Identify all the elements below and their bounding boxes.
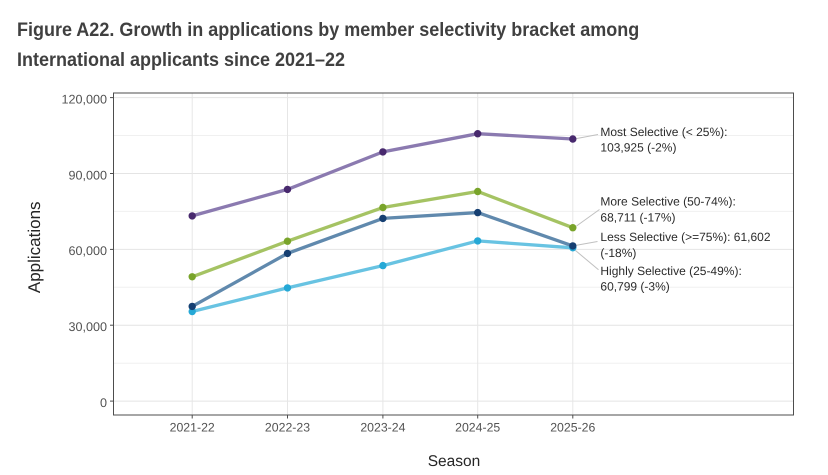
svg-text:Season: Season — [428, 453, 481, 470]
svg-text:(-18%): (-18%) — [600, 246, 636, 260]
svg-text:Highly Selective (25-49%):: Highly Selective (25-49%): — [600, 264, 741, 278]
svg-text:103,925 (-2%): 103,925 (-2%) — [600, 141, 676, 155]
svg-text:2025-26: 2025-26 — [550, 421, 595, 435]
svg-text:0: 0 — [100, 396, 107, 410]
svg-text:Most Selective (< 25%):: Most Selective (< 25%): — [600, 125, 727, 139]
svg-text:Applications: Applications — [25, 201, 44, 293]
svg-text:2024-25: 2024-25 — [455, 421, 500, 435]
svg-text:120,000: 120,000 — [61, 92, 107, 106]
svg-text:90,000: 90,000 — [68, 168, 107, 182]
svg-text:Less Selective (>=75%): 61,602: Less Selective (>=75%): 61,602 — [600, 230, 770, 244]
svg-text:2023-24: 2023-24 — [360, 421, 405, 435]
svg-text:More Selective (50-74%):: More Selective (50-74%): — [600, 195, 735, 209]
svg-text:30,000: 30,000 — [68, 320, 107, 334]
svg-text:2022-23: 2022-23 — [265, 421, 310, 435]
svg-text:68,711 (-17%): 68,711 (-17%) — [600, 210, 675, 224]
svg-text:2021-22: 2021-22 — [170, 421, 215, 435]
svg-text:60,000: 60,000 — [68, 244, 107, 258]
svg-text:60,799 (-3%): 60,799 (-3%) — [600, 279, 669, 293]
